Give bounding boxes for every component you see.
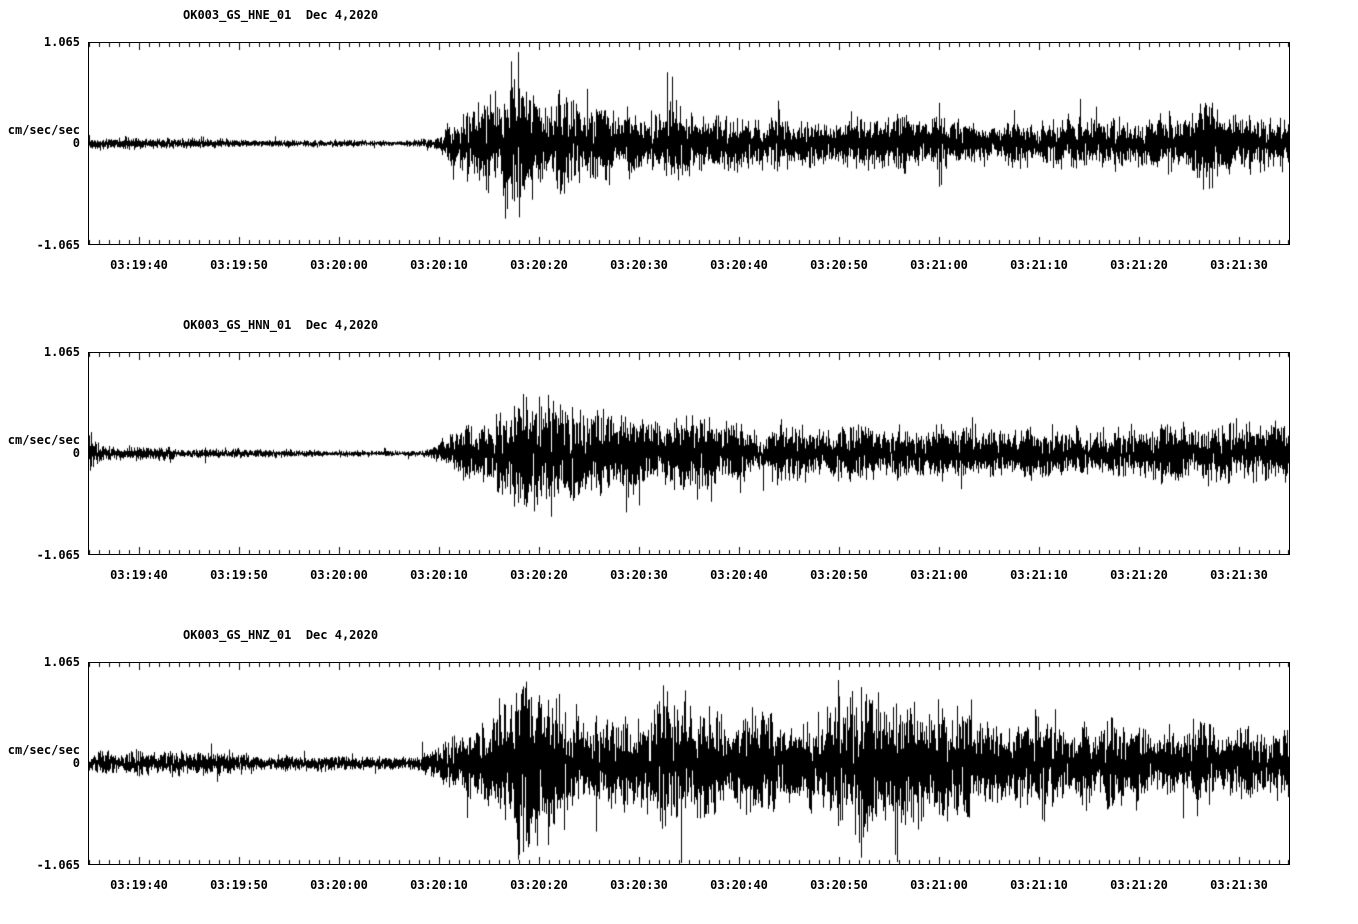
- y-axis-max-label: 1.065: [43, 35, 80, 49]
- panel-title: OK003_GS_HNN_01 Dec 4,2020: [183, 318, 379, 332]
- panel-title: OK003_GS_HNE_01 Dec 4,2020: [183, 8, 379, 22]
- x-tick-label: 03:19:40: [110, 258, 168, 272]
- x-tick-label: 03:21:10: [1010, 258, 1068, 272]
- x-tick-label: 03:21:20: [1110, 568, 1168, 582]
- y-axis-min-label: -1.065: [36, 858, 80, 872]
- x-tick-label: 03:20:40: [710, 878, 768, 892]
- x-tick-label: 03:20:40: [710, 568, 768, 582]
- x-tick-label: 03:21:00: [910, 878, 968, 892]
- x-tick-label: 03:19:40: [110, 568, 168, 582]
- x-axis-labels: 03:19:40 03:19:50 03:20:00 03:20:10 03:20:20…: [89, 258, 1289, 274]
- x-tick-label: 03:20:10: [410, 258, 468, 272]
- y-axis-min-label: -1.065: [36, 548, 80, 562]
- x-tick-label: 03:21:30: [1210, 258, 1268, 272]
- x-tick-label: 03:21:10: [1010, 878, 1068, 892]
- y-axis-unit-label: cm/sec/sec: [7, 123, 80, 137]
- panel-title: OK003_GS_HNZ_01 Dec 4,2020: [183, 628, 379, 642]
- x-tick-label: 03:21:20: [1110, 258, 1168, 272]
- x-axis-labels: 03:19:40 03:19:50 03:20:00 03:20:10 03:20:20…: [89, 878, 1289, 894]
- x-tick-label: 03:21:00: [910, 568, 968, 582]
- plot-area: [88, 352, 1290, 555]
- x-tick-label: 03:20:50: [810, 258, 868, 272]
- x-tick-label: 03:21:30: [1210, 568, 1268, 582]
- x-tick-label: 03:20:10: [410, 878, 468, 892]
- waveform-canvas-hne: [89, 43, 1289, 244]
- x-tick-label: 03:20:20: [510, 878, 568, 892]
- x-tick-label: 03:20:20: [510, 258, 568, 272]
- x-tick-label: 03:20:40: [710, 258, 768, 272]
- y-axis-zero-label: 0: [72, 136, 80, 150]
- y-axis-unit-label: cm/sec/sec: [7, 743, 80, 757]
- x-tick-label: 03:20:30: [610, 878, 668, 892]
- waveform-canvas-hnz: [89, 663, 1289, 864]
- x-tick-label: 03:21:10: [1010, 568, 1068, 582]
- y-axis-unit-label: cm/sec/sec: [7, 433, 80, 447]
- x-tick-label: 03:20:30: [610, 258, 668, 272]
- seismogram-panel-hnn: OK003_GS_HNN_01 Dec 4,2020 1.065 cm/sec/…: [0, 318, 1358, 598]
- plot-area: [88, 42, 1290, 245]
- x-tick-label: 03:19:40: [110, 878, 168, 892]
- waveform-canvas-hnn: [89, 353, 1289, 554]
- y-axis-max-label: 1.065: [43, 655, 80, 669]
- x-tick-label: 03:20:50: [810, 878, 868, 892]
- plot-area: [88, 662, 1290, 865]
- x-tick-label: 03:20:00: [310, 878, 368, 892]
- x-tick-label: 03:20:10: [410, 568, 468, 582]
- y-axis-max-label: 1.065: [43, 345, 80, 359]
- x-tick-label: 03:20:50: [810, 568, 868, 582]
- x-tick-label: 03:19:50: [210, 258, 268, 272]
- x-tick-label: 03:20:00: [310, 568, 368, 582]
- y-axis-zero-label: 0: [72, 756, 80, 770]
- seismogram-panel-hnz: OK003_GS_HNZ_01 Dec 4,2020 1.065 cm/sec/…: [0, 628, 1358, 908]
- x-tick-label: 03:20:00: [310, 258, 368, 272]
- y-axis-zero-label: 0: [72, 446, 80, 460]
- seismogram-panel-hne: OK003_GS_HNE_01 Dec 4,2020 1.065 cm/sec/…: [0, 8, 1358, 288]
- x-tick-label: 03:19:50: [210, 568, 268, 582]
- x-axis-labels: 03:19:40 03:19:50 03:20:00 03:20:10 03:20:20…: [89, 568, 1289, 584]
- x-tick-label: 03:19:50: [210, 878, 268, 892]
- x-tick-label: 03:21:00: [910, 258, 968, 272]
- x-tick-label: 03:20:20: [510, 568, 568, 582]
- x-tick-label: 03:20:30: [610, 568, 668, 582]
- y-axis-min-label: -1.065: [36, 238, 80, 252]
- x-tick-label: 03:21:20: [1110, 878, 1168, 892]
- x-tick-label: 03:21:30: [1210, 878, 1268, 892]
